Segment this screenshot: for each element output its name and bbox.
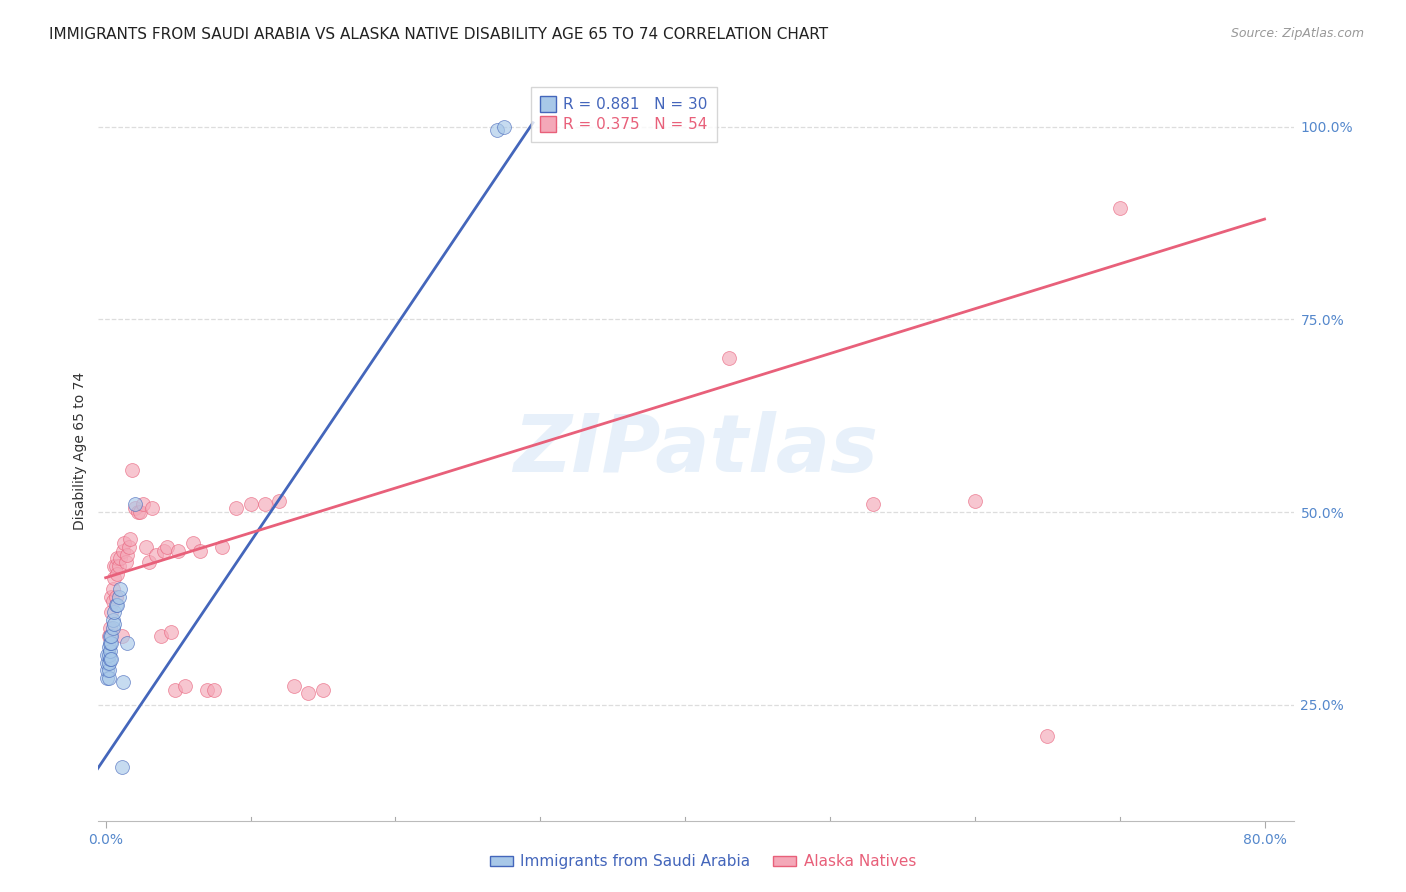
Point <box>117 548 139 562</box>
Point <box>103 559 125 574</box>
Point <box>211 540 233 554</box>
Point <box>96 671 118 685</box>
Point <box>107 590 129 604</box>
Point <box>149 629 172 643</box>
Point <box>269 493 291 508</box>
Point <box>115 555 138 569</box>
Point <box>97 640 120 654</box>
Point <box>97 629 120 643</box>
Point <box>100 636 122 650</box>
Point <box>485 123 508 137</box>
Point <box>100 590 122 604</box>
Point <box>96 663 118 677</box>
Point <box>104 598 127 612</box>
Point <box>105 551 128 566</box>
Point <box>101 582 124 597</box>
Point <box>107 559 129 574</box>
Point <box>98 629 121 643</box>
Point <box>97 648 120 662</box>
Point <box>124 498 146 512</box>
Point <box>108 582 131 597</box>
Point <box>105 598 128 612</box>
Point <box>104 590 127 604</box>
Point <box>135 540 157 554</box>
Point <box>120 532 142 546</box>
Point <box>118 540 141 554</box>
Point <box>132 498 155 512</box>
Point <box>160 624 183 639</box>
Point <box>97 656 120 670</box>
Point <box>98 636 121 650</box>
Point <box>963 493 986 508</box>
Point <box>121 463 143 477</box>
Point <box>155 540 177 554</box>
Point <box>127 505 149 519</box>
Text: Source: ZipAtlas.com: Source: ZipAtlas.com <box>1230 27 1364 40</box>
Point <box>101 594 124 608</box>
Point <box>110 629 132 643</box>
Point <box>103 606 125 620</box>
Point <box>101 621 124 635</box>
Text: ZIPatlas: ZIPatlas <box>513 411 879 490</box>
Point <box>717 351 740 365</box>
Point <box>98 644 121 658</box>
Point <box>129 505 152 519</box>
Point <box>138 555 160 569</box>
Point <box>492 120 515 134</box>
Point <box>117 636 139 650</box>
Point <box>105 566 128 581</box>
Point <box>174 679 197 693</box>
Point <box>152 543 174 558</box>
Point <box>98 651 121 665</box>
Point <box>112 674 135 689</box>
Point <box>112 543 135 558</box>
Point <box>103 571 125 585</box>
Point <box>100 629 122 643</box>
Point <box>114 536 136 550</box>
Point <box>181 536 204 550</box>
Point <box>101 613 124 627</box>
Point <box>239 498 262 512</box>
Point <box>165 682 187 697</box>
Point <box>862 498 884 512</box>
Point <box>145 548 167 562</box>
Y-axis label: Disability Age 65 to 74: Disability Age 65 to 74 <box>73 371 87 530</box>
Point <box>97 663 120 677</box>
Point <box>100 606 122 620</box>
Point <box>297 686 319 700</box>
Point <box>97 671 120 685</box>
Point <box>124 501 146 516</box>
Point <box>96 656 118 670</box>
Point <box>96 648 118 662</box>
Legend: R = 0.881   N = 30, R = 0.375   N = 54: R = 0.881 N = 30, R = 0.375 N = 54 <box>531 87 717 142</box>
Point <box>110 759 132 773</box>
Point <box>104 559 127 574</box>
Point <box>141 501 163 516</box>
Point <box>1108 201 1130 215</box>
Point <box>202 682 225 697</box>
Text: IMMIGRANTS FROM SAUDI ARABIA VS ALASKA NATIVE DISABILITY AGE 65 TO 74 CORRELATIO: IMMIGRANTS FROM SAUDI ARABIA VS ALASKA N… <box>49 27 828 42</box>
Legend: Immigrants from Saudi Arabia, Alaska Natives: Immigrants from Saudi Arabia, Alaska Nat… <box>484 848 922 875</box>
Point <box>103 617 125 632</box>
Point <box>98 621 121 635</box>
Point <box>167 543 190 558</box>
Point <box>253 498 276 512</box>
Point <box>195 682 218 697</box>
Point <box>283 679 305 693</box>
Point <box>312 682 335 697</box>
Point <box>100 651 122 665</box>
Point <box>108 551 131 566</box>
Point <box>225 501 247 516</box>
Point <box>1036 729 1059 743</box>
Point <box>188 543 211 558</box>
